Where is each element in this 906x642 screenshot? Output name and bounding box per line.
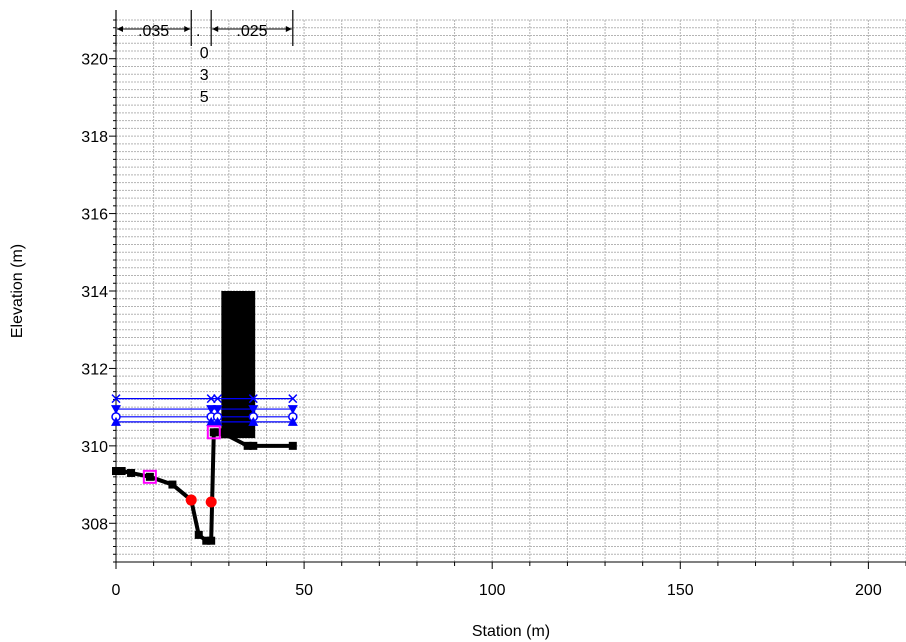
x-tick-label: 0 (112, 582, 121, 599)
y-tick-label: 314 (81, 284, 108, 301)
ground-point (288, 441, 297, 450)
y-axis-label: Elevation (m) (9, 244, 26, 338)
ground-point (213, 428, 222, 437)
water-surface-1-point (288, 394, 298, 404)
x-axis-label: Station (m) (472, 623, 550, 640)
ground-point (194, 530, 203, 539)
water-surface-2-point (212, 405, 223, 415)
water-surface-4-point (111, 416, 121, 426)
bank-station-point (205, 496, 217, 508)
n-value-middle-dot: . (196, 23, 200, 40)
ground-point (202, 536, 211, 545)
water-surface-1-point (213, 394, 223, 404)
levee-point (206, 425, 221, 440)
ground-point (207, 536, 216, 545)
n-left-arrow-right (184, 26, 191, 32)
obstruction-block (221, 291, 256, 439)
ground-point (243, 441, 252, 450)
water-surface-1-point (248, 394, 258, 404)
levee-point (142, 469, 157, 484)
water-surface-2-point (206, 405, 217, 415)
water-surface-1-point (111, 394, 121, 404)
ground-point (145, 472, 154, 481)
water-surface-4-point (206, 416, 217, 426)
x-tick-label: 200 (855, 582, 882, 599)
ground-point (112, 467, 120, 476)
ground-point (117, 467, 126, 476)
x-tick-label: 100 (479, 582, 506, 599)
water-surface-2-point (248, 405, 259, 415)
ground-point (127, 468, 136, 477)
n-value-right: .025 (236, 23, 267, 40)
n-right-arrow-right (285, 26, 292, 32)
x-tick-label: 150 (667, 582, 694, 599)
y-tick-label: 312 (81, 361, 108, 378)
water-surface-1-point (206, 394, 216, 404)
n-value-middle-char: 3 (200, 67, 209, 84)
bank-station-point (185, 494, 197, 506)
grid (116, 19, 906, 562)
ground-point (249, 441, 258, 450)
x-tick-label: 50 (295, 582, 313, 599)
ground-point (168, 480, 177, 489)
n-right-arrow-left (212, 26, 219, 32)
mannings-n-annotations: .035.035.025 (115, 10, 294, 106)
water-surface-4-point (248, 416, 259, 426)
ground-point (221, 430, 230, 439)
y-tick-label: 308 (81, 516, 108, 533)
water-surface-2-point (287, 405, 298, 415)
n-value-middle-char: 0 (200, 45, 209, 62)
y-tick-label: 320 (81, 52, 108, 69)
data-marks (111, 291, 298, 545)
y-tick-label: 310 (81, 439, 108, 456)
n-left-arrow-left (117, 26, 123, 32)
y-tick-label: 318 (81, 129, 108, 146)
water-surface-4-point (212, 416, 223, 426)
y-tick-label: 316 (81, 207, 108, 224)
n-value-middle-char: 5 (200, 89, 209, 106)
n-value-left: .035 (138, 23, 169, 40)
water-surface-4-point (287, 416, 298, 426)
water-surface-2-point (111, 405, 121, 415)
